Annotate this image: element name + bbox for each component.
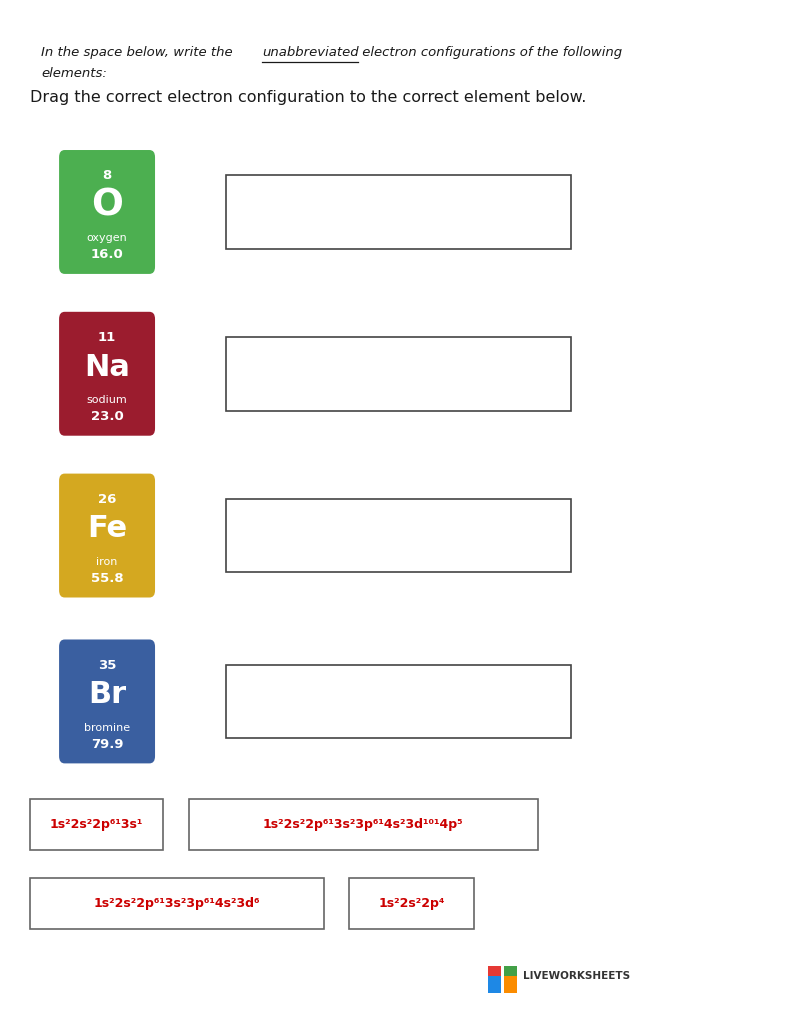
Text: 55.8: 55.8 <box>90 571 124 585</box>
Text: Drag the correct electron configuration to the correct element below.: Drag the correct electron configuration … <box>30 90 587 105</box>
Bar <box>488 976 501 993</box>
Text: 26: 26 <box>98 493 117 506</box>
Text: 1s²2s²2p⁴: 1s²2s²2p⁴ <box>378 897 445 909</box>
Text: electron configurations of the following: electron configurations of the following <box>358 46 622 59</box>
Text: 23.0: 23.0 <box>90 410 124 423</box>
FancyBboxPatch shape <box>59 473 155 598</box>
Text: unabbreviated: unabbreviated <box>262 46 358 59</box>
Bar <box>30 799 163 850</box>
Bar <box>504 967 517 984</box>
Text: elements:: elements: <box>41 67 107 80</box>
Bar <box>504 976 517 993</box>
Bar <box>189 799 538 850</box>
Text: O: O <box>91 187 123 223</box>
Text: 16.0: 16.0 <box>90 248 124 261</box>
Bar <box>349 878 474 929</box>
Text: 35: 35 <box>98 658 117 672</box>
Bar <box>488 967 501 984</box>
Text: 79.9: 79.9 <box>91 737 123 751</box>
Text: Na: Na <box>84 352 130 382</box>
Text: Fe: Fe <box>87 514 127 544</box>
Bar <box>226 665 571 738</box>
FancyBboxPatch shape <box>59 150 155 273</box>
Bar <box>226 499 571 572</box>
Text: Br: Br <box>88 680 126 710</box>
Text: 1s²2s²2p⁶¹3s²3p⁶¹4s²3d¹⁰¹4p⁵: 1s²2s²2p⁶¹3s²3p⁶¹4s²3d¹⁰¹4p⁵ <box>263 818 463 830</box>
Text: sodium: sodium <box>86 395 128 406</box>
Text: bromine: bromine <box>84 723 130 733</box>
Text: 1s²2s²2p⁶¹3s¹: 1s²2s²2p⁶¹3s¹ <box>50 818 144 830</box>
Text: 1s²2s²2p⁶¹3s²3p⁶¹4s²3d⁶: 1s²2s²2p⁶¹3s²3p⁶¹4s²3d⁶ <box>94 897 260 909</box>
FancyBboxPatch shape <box>59 311 155 436</box>
Text: 11: 11 <box>98 331 117 344</box>
Bar <box>226 337 571 411</box>
FancyBboxPatch shape <box>59 639 155 764</box>
Text: In the space below, write the: In the space below, write the <box>41 46 237 59</box>
Text: LIVEWORKSHEETS: LIVEWORKSHEETS <box>523 971 630 981</box>
Text: oxygen: oxygen <box>86 233 128 244</box>
Text: 8: 8 <box>102 169 112 182</box>
Bar <box>226 175 571 249</box>
Text: iron: iron <box>97 557 117 567</box>
Bar <box>30 878 324 929</box>
